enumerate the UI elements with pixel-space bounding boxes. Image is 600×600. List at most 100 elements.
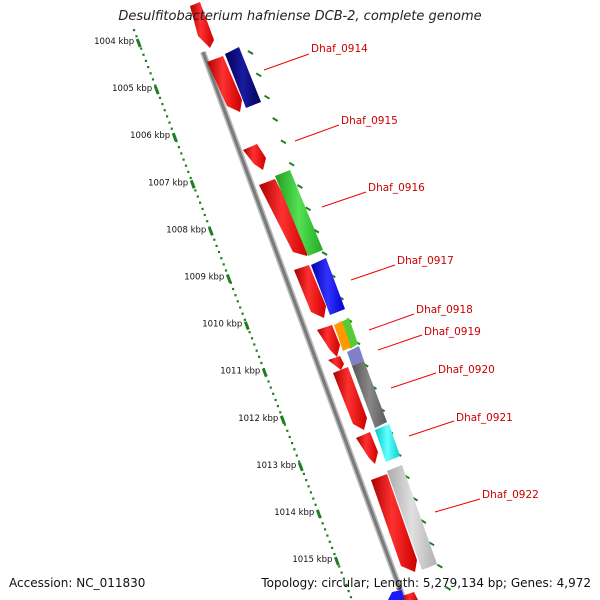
scale-label: 1007 kbp bbox=[148, 178, 188, 188]
ruler-dot bbox=[144, 59, 147, 62]
outer-tick bbox=[305, 206, 312, 212]
ruler-dot bbox=[135, 35, 138, 38]
ruler-dot bbox=[255, 349, 258, 352]
gene-arrow-red bbox=[317, 325, 340, 357]
ruler-dot bbox=[189, 176, 192, 180]
ruler-dot bbox=[274, 398, 277, 402]
ruler-dot bbox=[182, 158, 185, 161]
scale-label: 1015 kbp bbox=[292, 555, 332, 565]
ruler-dot bbox=[269, 386, 272, 389]
gene-label-dhaf-0920[interactable]: Dhaf_0920 bbox=[438, 364, 495, 376]
gene-label-dhaf-0919[interactable]: Dhaf_0919 bbox=[424, 326, 481, 338]
gene-block-blue-bottom bbox=[388, 590, 404, 600]
ruler-dot bbox=[243, 318, 246, 321]
ruler-dot bbox=[206, 220, 209, 223]
ruler-dot bbox=[345, 583, 348, 586]
gene-label-dhaf-0922[interactable]: Dhaf_0922 bbox=[482, 489, 539, 501]
leader-line bbox=[321, 191, 367, 208]
ruler-dot bbox=[279, 411, 282, 414]
gene-labels: Dhaf_0914 Dhaf_0915 Dhaf_0916 Dhaf_0917 … bbox=[311, 43, 539, 501]
scale-label: 1010 kbp bbox=[202, 320, 242, 330]
ruler-major-tick bbox=[135, 38, 142, 48]
gene-label-dhaf-0918[interactable]: Dhaf_0918 bbox=[416, 304, 473, 316]
ruler-dot bbox=[203, 213, 206, 217]
ruler-dot bbox=[187, 170, 190, 173]
reverse-genes bbox=[225, 47, 437, 600]
scale-label: 1014 kbp bbox=[274, 508, 314, 518]
outer-tick bbox=[263, 94, 271, 100]
ruler-dot bbox=[312, 497, 315, 500]
ruler-dot bbox=[288, 435, 291, 439]
ruler-dot bbox=[217, 250, 221, 254]
ruler-dot bbox=[222, 263, 225, 266]
outer-tick bbox=[247, 50, 254, 55]
gene-label-leaders bbox=[263, 53, 481, 513]
outer-tick bbox=[296, 184, 303, 189]
ruler-dot bbox=[347, 590, 350, 593]
gene-arrow-red bbox=[356, 432, 378, 464]
ruler-dot bbox=[340, 571, 343, 574]
ruler-dot bbox=[140, 47, 143, 50]
ruler-dot bbox=[229, 281, 232, 284]
ruler-dot bbox=[163, 109, 166, 112]
ruler-dot bbox=[321, 522, 324, 525]
ruler-dot bbox=[236, 300, 239, 303]
ruler-dot bbox=[142, 53, 145, 56]
gene-block-purple bbox=[347, 346, 364, 366]
ruler-major-tick bbox=[297, 462, 304, 472]
outer-tick bbox=[445, 586, 452, 591]
ruler-dot bbox=[241, 312, 244, 315]
gene-label-dhaf-0916[interactable]: Dhaf_0916 bbox=[368, 182, 425, 194]
outer-tick bbox=[280, 139, 287, 145]
ruler-dot bbox=[151, 78, 155, 81]
leader-line bbox=[434, 498, 481, 513]
gene-arrow-red bbox=[207, 56, 242, 112]
gene-label-dhaf-0921[interactable]: Dhaf_0921 bbox=[456, 412, 513, 424]
gene-block-blue bbox=[311, 258, 345, 315]
gene-block-navy bbox=[225, 47, 261, 108]
summary-text: Topology: circular; Length: 5,279,134 bp… bbox=[261, 576, 591, 590]
ruler-major-tick bbox=[315, 509, 322, 519]
ruler-dot bbox=[307, 485, 310, 488]
ruler-dot bbox=[250, 337, 254, 340]
ruler-dot bbox=[175, 140, 178, 143]
gene-arrow-red bbox=[190, 2, 214, 48]
scale-label: 1006 kbp bbox=[130, 131, 170, 141]
ruler-dot bbox=[305, 479, 308, 482]
ruler-dot bbox=[328, 540, 331, 543]
ruler-major-tick bbox=[225, 273, 232, 284]
ruler-dot bbox=[147, 66, 150, 69]
backbone-line bbox=[200, 50, 407, 600]
ruler-dot bbox=[283, 423, 287, 426]
ruler-dot bbox=[158, 96, 162, 99]
ruler-dot bbox=[338, 565, 341, 568]
ruler-dot bbox=[220, 257, 223, 260]
gene-label-dhaf-0914[interactable]: Dhaf_0914 bbox=[311, 43, 368, 55]
ruler-dot bbox=[258, 355, 261, 358]
outer-tick bbox=[272, 117, 279, 122]
outer-tick bbox=[321, 251, 328, 256]
gene-block-cyan bbox=[375, 424, 400, 462]
ruler-dot bbox=[298, 460, 301, 463]
gene-block-orange bbox=[334, 321, 351, 351]
gene-arrow-red bbox=[259, 179, 309, 256]
ruler-dot bbox=[314, 503, 317, 506]
ruler-dot bbox=[196, 195, 199, 198]
gene-arrow-red bbox=[402, 592, 418, 600]
outer-tick bbox=[288, 161, 295, 167]
ruler-dot bbox=[286, 429, 289, 432]
gene-label-dhaf-0915[interactable]: Dhaf_0915 bbox=[341, 115, 398, 127]
ruler-dot bbox=[161, 103, 164, 106]
gene-block-gray bbox=[352, 361, 387, 428]
ruler-dot bbox=[170, 127, 173, 130]
ruler-dot bbox=[293, 448, 296, 451]
gene-label-dhaf-0917[interactable]: Dhaf_0917 bbox=[397, 255, 454, 267]
ruler-dot bbox=[166, 115, 169, 118]
leader-line bbox=[350, 264, 396, 281]
ruler-major-tick bbox=[279, 415, 286, 425]
scale-label: 1004 kbp bbox=[94, 37, 134, 47]
ruler-major-tick bbox=[153, 85, 160, 95]
gene-arrow-red bbox=[328, 356, 344, 370]
ruler-dot bbox=[184, 164, 188, 167]
